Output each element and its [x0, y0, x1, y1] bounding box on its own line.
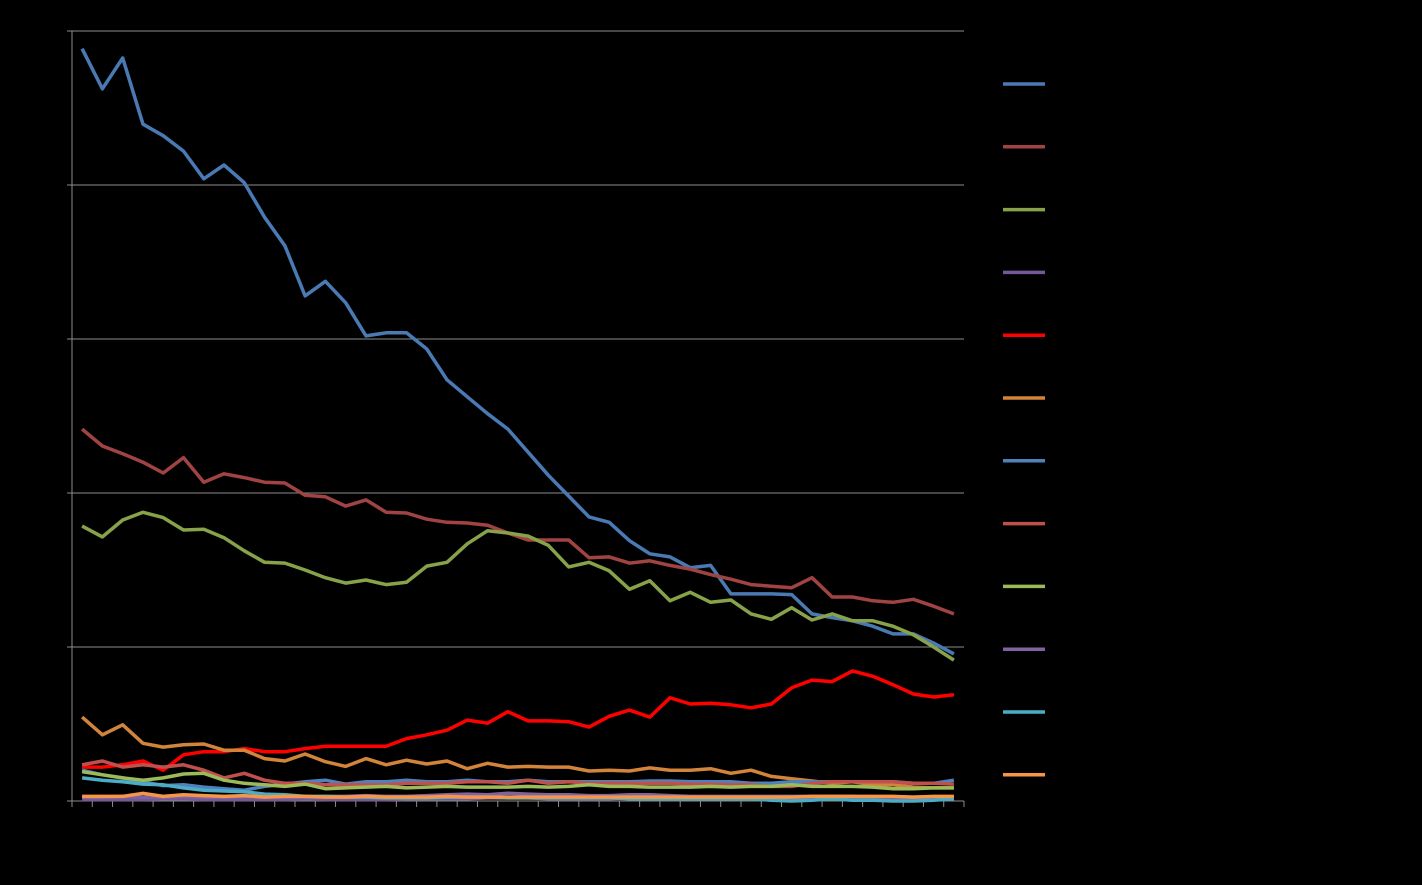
- series-line: [82, 791, 954, 799]
- series-line: [81, 759, 954, 789]
- series-line: [81, 769, 954, 791]
- series-line: [81, 510, 955, 662]
- series-line: [80, 47, 955, 656]
- series-line: [82, 669, 955, 772]
- series-line: [80, 427, 955, 616]
